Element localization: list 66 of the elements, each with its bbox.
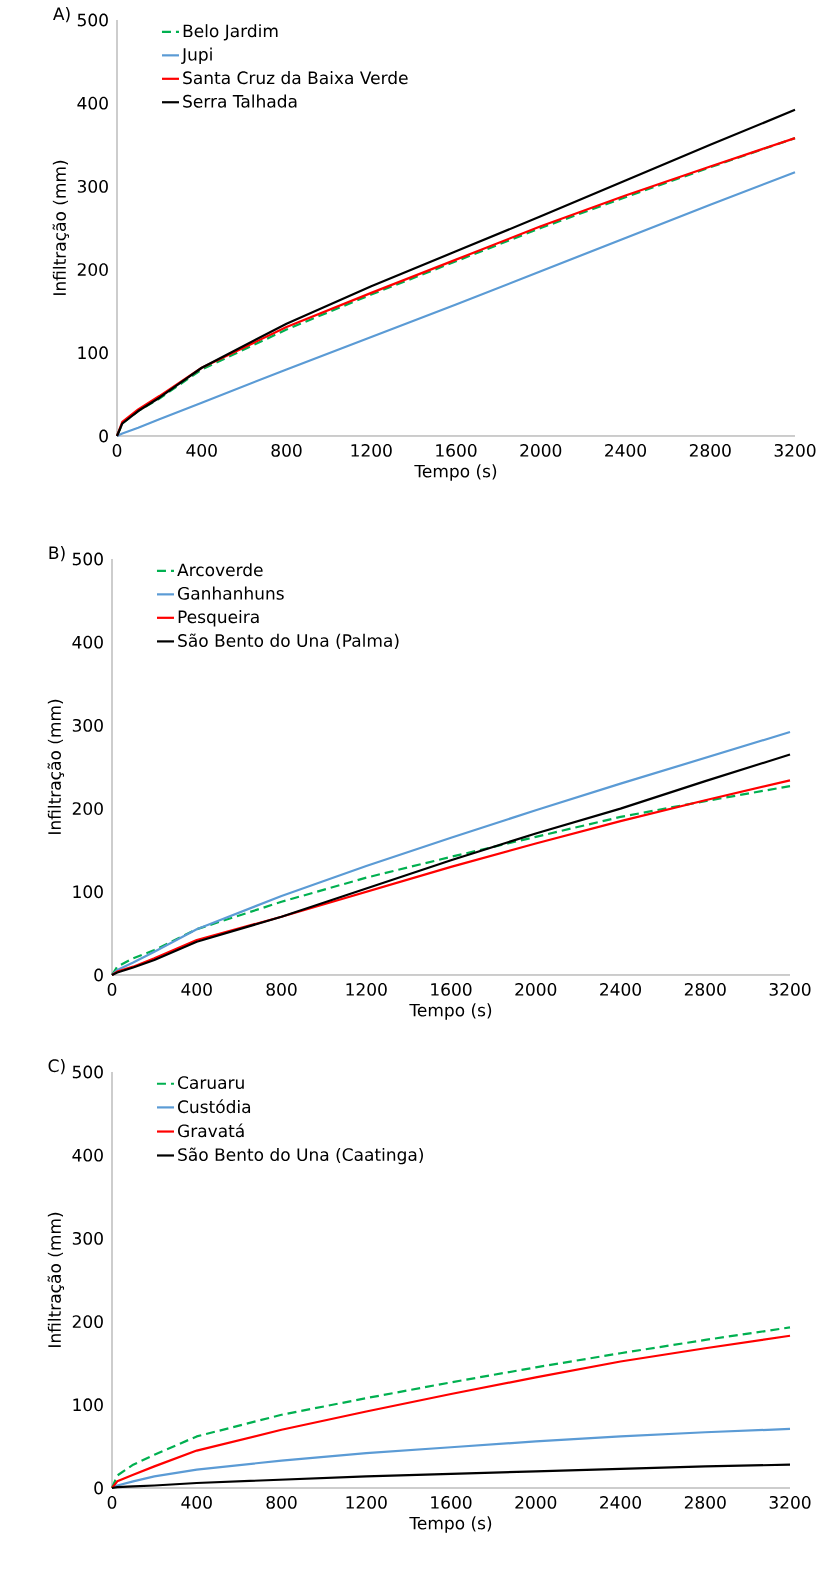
x-tick-label: 2000 [515,982,557,996]
x-tick-label: 2400 [605,443,646,457]
x-tick-label: 0 [107,982,117,996]
x-axis-title: Tempo (s) [414,464,497,481]
legend-label: São Bento do Una (Caatinga) [178,1147,423,1165]
y-tick-label: 500 [72,552,103,566]
x-tick-label: 2800 [689,443,731,457]
legend-label: Jupi [181,47,212,65]
legend-label: Pesqueira [178,610,259,627]
legend-label: Arcoverde [177,563,263,577]
x-axis-title: Tempo (s) [409,1516,492,1533]
x-tick-label: 3200 [769,982,811,996]
chart-title: B) [49,546,65,562]
y-axis-title: Infiltração (mm) [52,160,70,295]
x-tick-label: 3200 [769,1495,811,1509]
legend-label: São Bento do Una (Palma) [178,633,399,649]
y-tick-label: 500 [77,13,108,27]
y-axis-title: Infiltração (mm) [47,699,65,834]
x-tick-label: 0 [112,443,122,457]
legend-label: Custódia [178,1099,251,1114]
y-tick-label: 500 [72,1065,103,1079]
chart-title: C) [48,1059,65,1075]
x-tick-label: 400 [186,443,217,457]
x-tick-label: 1200 [351,443,392,457]
y-axis-title: Infiltração (mm) [47,1212,65,1347]
legend-label: Belo Jardim [183,24,278,41]
x-tick-label: 1200 [346,982,387,996]
y-tick-label: 400 [72,635,103,649]
chart-title: A) [53,6,70,23]
x-tick-label: 1600 [431,1495,472,1509]
y-tick-label: 0 [94,1481,103,1495]
x-axis-title: Tempo (s) [409,1003,492,1020]
x-tick-label: 400 [181,982,212,996]
y-tick-label: 300 [72,718,103,732]
y-tick-label: 100 [73,1398,103,1412]
y-tick-label: 300 [77,179,108,193]
x-tick-label: 800 [266,1495,297,1509]
y-tick-label: 300 [72,1231,103,1245]
legend-label: Ganhanhuns [178,586,284,600]
y-tick-label: 100 [73,885,103,899]
legend-label: Gravatá [178,1123,244,1138]
x-tick-label: 2000 [520,443,562,457]
x-tick-label: 1200 [346,1495,387,1509]
legend-label: Santa Cruz da Baixa Verde [183,71,408,85]
y-tick-label: 100 [78,346,108,360]
x-tick-label: 800 [266,982,297,996]
y-tick-label: 400 [77,96,108,110]
y-tick-label: 0 [99,429,108,443]
x-tick-label: 2800 [684,982,726,996]
y-tick-label: 200 [72,1315,103,1329]
x-tick-label: 2400 [600,982,641,996]
y-tick-label: 400 [72,1148,103,1162]
y-tick-label: 200 [77,263,108,277]
x-tick-label: 2400 [600,1495,641,1509]
x-tick-label: 2800 [684,1495,726,1509]
legend-label: Caruaru [178,1076,244,1090]
x-tick-label: 400 [181,1495,212,1509]
y-tick-label: 0 [94,968,103,982]
x-tick-label: 2000 [515,1495,557,1509]
y-tick-label: 200 [72,802,103,816]
legend-label: Serra Talhada [183,94,297,108]
x-tick-label: 3200 [774,443,816,457]
x-tick-label: 800 [271,443,302,457]
x-tick-label: 1600 [436,443,477,457]
x-tick-label: 0 [107,1495,117,1509]
x-tick-label: 1600 [431,982,472,996]
